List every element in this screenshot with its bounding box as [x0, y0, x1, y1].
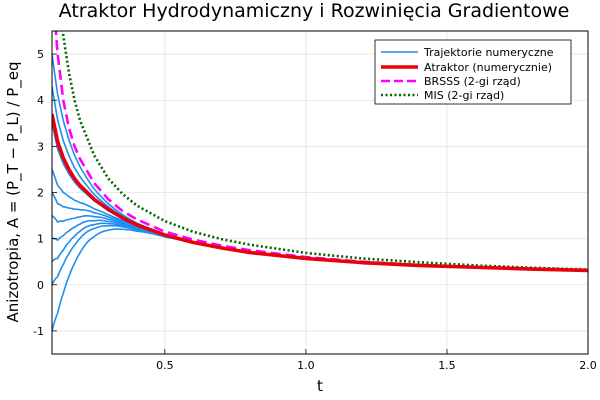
- x-axis-label: t: [317, 377, 323, 395]
- legend-label-brsss: BRSSS (2-gi rząd): [424, 75, 521, 88]
- mis-line: [61, 31, 588, 271]
- x-tick-label: 1.0: [297, 359, 315, 372]
- plot-area: [52, 31, 588, 332]
- legend-label-mis: MIS (2-gi rząd): [424, 89, 504, 102]
- y-axis-label: Anizotropia, A = (P_T − P_L) / P_eq: [4, 62, 23, 323]
- y-tick-label: 4: [37, 94, 44, 107]
- y-tick-label: 1: [37, 233, 44, 246]
- x-tick-label: 1.5: [438, 359, 456, 372]
- legend-label-trajectories: Trajektorie numeryczne: [423, 46, 554, 59]
- y-tick-label: 3: [37, 140, 44, 153]
- y-tick-label: -1: [33, 325, 44, 338]
- x-tick-label: 0.5: [156, 359, 174, 372]
- y-tick-label: 0: [37, 279, 44, 292]
- attractor-line: [52, 113, 588, 273]
- legend-label-attractor: Atraktor (numerycznie): [424, 61, 552, 74]
- tick-labels: 0.5 1.0 1.5 2.0 -1 0 1 2 3 4 5: [33, 48, 597, 372]
- x-tick-label: 2.0: [579, 359, 597, 372]
- y-tick-label: 5: [37, 48, 44, 61]
- legend: Trajektorie numeryczne Atraktor (numeryc…: [374, 39, 572, 105]
- legend-box: [374, 39, 572, 105]
- y-tick-label: 2: [37, 187, 44, 200]
- chart-title: Atraktor Hydrodynamiczny i Rozwinięcia G…: [59, 0, 570, 22]
